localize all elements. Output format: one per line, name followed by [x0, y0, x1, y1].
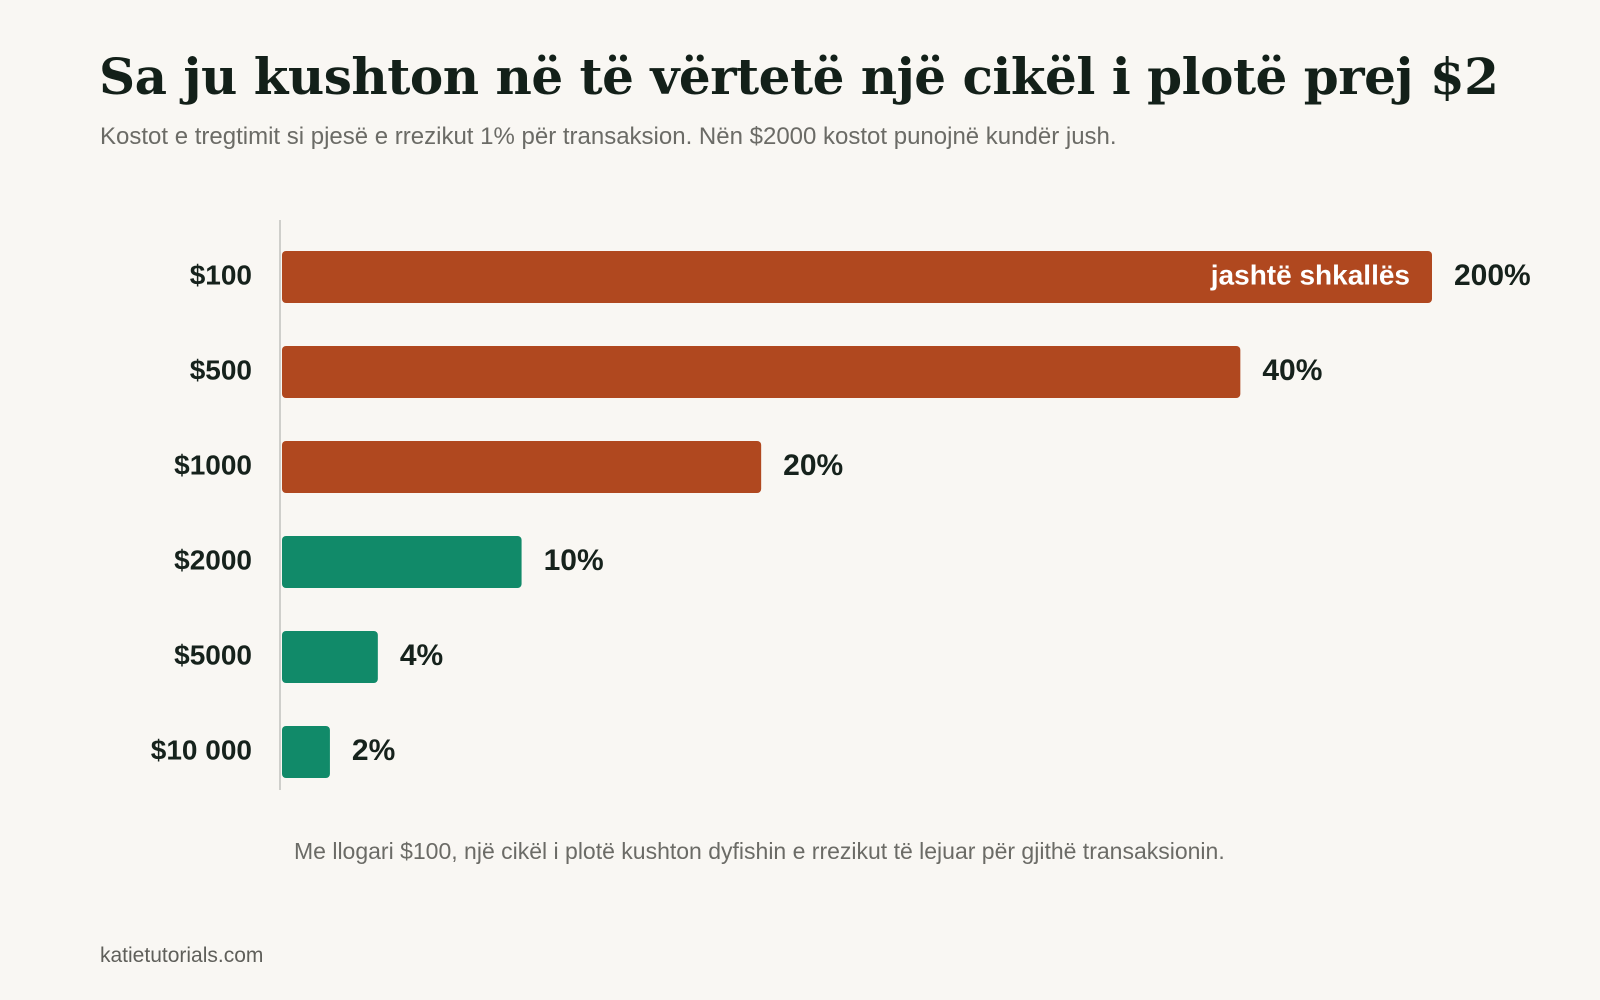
- category-label: $5000: [174, 639, 252, 670]
- chart-subtitle: Kostot e tregtimit si pjesë e rrezikut 1…: [100, 123, 1117, 150]
- value-label: 10%: [544, 544, 604, 577]
- value-label: 40%: [1262, 354, 1322, 387]
- category-label: $1000: [174, 449, 252, 480]
- value-label: 4%: [400, 639, 443, 672]
- bar: [282, 726, 330, 778]
- bar: [282, 441, 762, 493]
- bar: [282, 631, 378, 683]
- bars-group: $100 jashtë shkallës 200% $500 40% $1000 20% $2…: [151, 251, 1531, 778]
- value-label: 20%: [783, 449, 843, 482]
- category-label: $100: [190, 259, 252, 290]
- chart-title: Sa ju kushton në të vërtetë një cikël i …: [99, 47, 1499, 106]
- out-of-scale-label: jashtë shkallës: [1210, 259, 1410, 290]
- value-label: 200%: [1454, 259, 1531, 292]
- chart-note: Me llogari $100, një cikël i plotë kusht…: [294, 838, 1225, 864]
- category-label: $2000: [174, 544, 252, 575]
- category-label: $500: [190, 354, 252, 385]
- value-label: 2%: [352, 734, 395, 767]
- category-label: $10 000: [151, 734, 252, 765]
- source-credit: katietutorials.com: [100, 944, 264, 967]
- bar: [282, 536, 522, 588]
- bar: [282, 346, 1241, 398]
- bar: [282, 251, 1432, 303]
